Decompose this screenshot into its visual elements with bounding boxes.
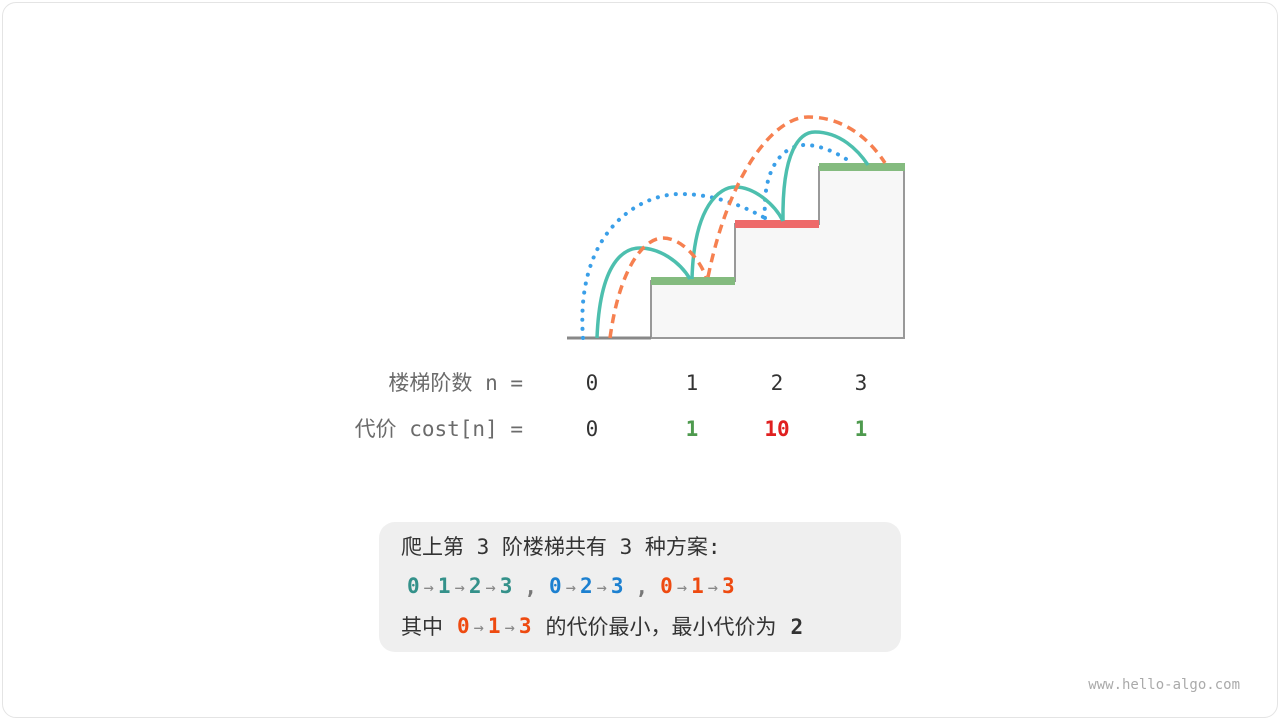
cost-2: 10 <box>764 417 790 441</box>
path-0-1-2-3-jump-0-1 <box>595 246 692 339</box>
line3-middle: 的代价最小，最小代价为 <box>545 615 777 639</box>
plans-line: 0 → 1 → 2 → 3 , 0 → 2 → 3 , 0 → 1 → 3 <box>407 572 735 602</box>
step-2-top <box>735 220 819 228</box>
plan-0-2-3: 0 → 2 → 3 <box>549 574 624 598</box>
cost-0: 0 <box>585 417 599 441</box>
label-step-number: 楼梯阶数 n = <box>388 371 523 395</box>
plan-0-1-3: 0 → 1 → 3 <box>660 574 735 598</box>
step-n-3: 3 <box>854 371 868 395</box>
step-1-top <box>651 277 735 285</box>
summary-line-1: 爬上第 3 阶楼梯共有 3 种方案: <box>401 535 721 559</box>
path-0-1-3-jump-1-3 <box>706 115 887 278</box>
cost-3: 1 <box>854 417 868 441</box>
path-0-1-2-3-jump-2-3 <box>781 130 870 222</box>
summary-box: 爬上第 3 阶楼梯共有 3 种方案: 0 → 1 → 2 → 3 , 0 → 2 → 3 , 0 → 1… <box>379 522 901 652</box>
step-n-1: 1 <box>685 371 699 395</box>
summary-line-3: 其中 0 → 1 → 3 的代价最小，最小代价为 2 <box>401 612 803 642</box>
step-n-0: 0 <box>585 371 599 395</box>
path-0-1-3-jump-0-1 <box>608 236 708 339</box>
path-0-2-3-jump-2-3 <box>762 142 854 220</box>
line3-prefix: 其中 <box>401 615 443 639</box>
step-3-top <box>819 163 905 171</box>
plan-separator: , <box>524 575 538 599</box>
step-n-2: 2 <box>770 371 784 395</box>
min-cost: 2 <box>790 615 804 639</box>
plan-0-1-2-3: 0 → 1 → 2 → 3 <box>407 574 513 598</box>
cheapest-plan: 0 → 1 → 3 <box>457 614 532 638</box>
watermark: www.hello-algo.com <box>1088 677 1240 693</box>
label-cost: 代价 cost[n] = <box>354 417 523 441</box>
plan-separator: , <box>635 575 649 599</box>
path-0-2-3-jump-0-2 <box>580 191 767 340</box>
cost-1: 1 <box>685 417 699 441</box>
